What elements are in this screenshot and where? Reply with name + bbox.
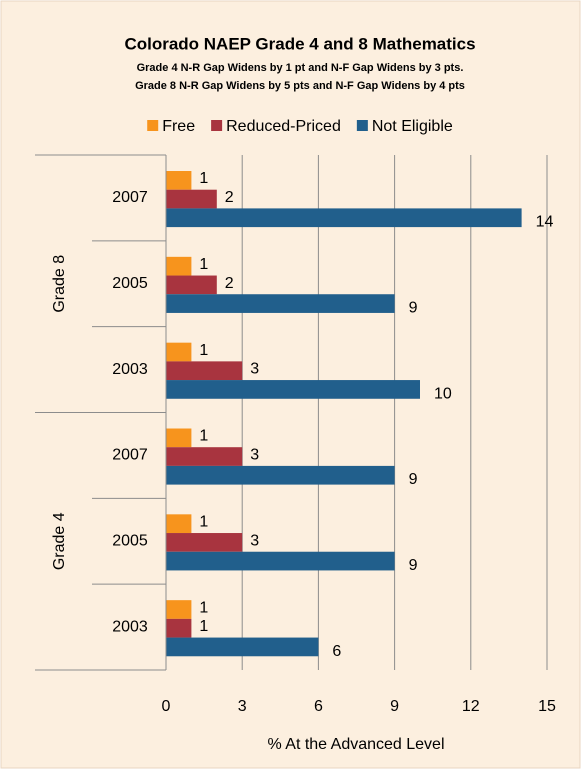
bar bbox=[166, 637, 319, 657]
bar bbox=[166, 533, 243, 552]
value-label: 1 bbox=[199, 618, 208, 635]
legend-swatch bbox=[147, 120, 159, 131]
chart-subtitle: Grade 8 N-R Gap Widens by 5 pts and N-F … bbox=[135, 80, 465, 92]
value-label: 14 bbox=[536, 214, 554, 231]
category-label: 2003 bbox=[112, 361, 148, 378]
chart-title: Colorado NAEP Grade 4 and 8 Mathematics bbox=[124, 34, 475, 53]
bar bbox=[166, 208, 522, 228]
category-label: 2007 bbox=[112, 189, 148, 206]
x-tick-label: 3 bbox=[238, 698, 247, 715]
legend-label: Free bbox=[162, 118, 195, 135]
bar bbox=[166, 171, 192, 190]
bar bbox=[166, 428, 192, 448]
legend-label: Not Eligible bbox=[372, 118, 453, 135]
category-label: 2007 bbox=[112, 447, 148, 464]
bar bbox=[166, 342, 192, 362]
value-label: 1 bbox=[199, 599, 208, 616]
x-tick-label: 15 bbox=[538, 698, 556, 715]
category-label: 2003 bbox=[112, 618, 148, 635]
value-label: 2 bbox=[225, 189, 234, 206]
bar bbox=[166, 551, 395, 571]
value-label: 1 bbox=[199, 342, 208, 359]
group-label: Grade 4 bbox=[51, 512, 68, 570]
bar bbox=[166, 275, 217, 295]
x-tick-label: 9 bbox=[390, 698, 399, 715]
legend-label: Reduced-Priced bbox=[226, 118, 341, 135]
value-label: 3 bbox=[250, 361, 259, 378]
bar bbox=[166, 380, 420, 399]
value-label: 1 bbox=[199, 514, 208, 531]
value-label: 1 bbox=[199, 428, 208, 445]
value-label: 3 bbox=[250, 532, 259, 549]
category-label: 2005 bbox=[112, 275, 148, 292]
category-label: 2005 bbox=[112, 532, 148, 549]
x-tick-label: 12 bbox=[462, 698, 480, 715]
value-label: 9 bbox=[409, 471, 418, 488]
value-label: 1 bbox=[199, 170, 208, 187]
bar bbox=[166, 514, 192, 534]
value-label: 2 bbox=[225, 275, 234, 292]
bar bbox=[166, 618, 192, 638]
value-label: 9 bbox=[409, 557, 418, 574]
x-axis-title: % At the Advanced Level bbox=[267, 736, 444, 753]
bar bbox=[166, 600, 192, 619]
bar bbox=[166, 189, 217, 209]
bar bbox=[166, 361, 243, 381]
bar bbox=[166, 256, 192, 276]
legend-swatch bbox=[211, 120, 223, 131]
value-label: 6 bbox=[332, 643, 341, 660]
bar bbox=[166, 465, 395, 485]
value-label: 9 bbox=[409, 299, 418, 316]
legend-swatch bbox=[356, 120, 368, 131]
x-tick-label: 0 bbox=[162, 698, 171, 715]
bar bbox=[166, 294, 395, 313]
chart-subtitle: Grade 4 N-R Gap Widens by 1 pt and N-F G… bbox=[137, 62, 464, 74]
group-label: Grade 8 bbox=[51, 255, 68, 313]
value-label: 1 bbox=[199, 256, 208, 273]
bar bbox=[166, 447, 243, 466]
value-label: 3 bbox=[250, 446, 259, 463]
x-tick-label: 6 bbox=[314, 698, 323, 715]
value-label: 10 bbox=[434, 385, 452, 402]
